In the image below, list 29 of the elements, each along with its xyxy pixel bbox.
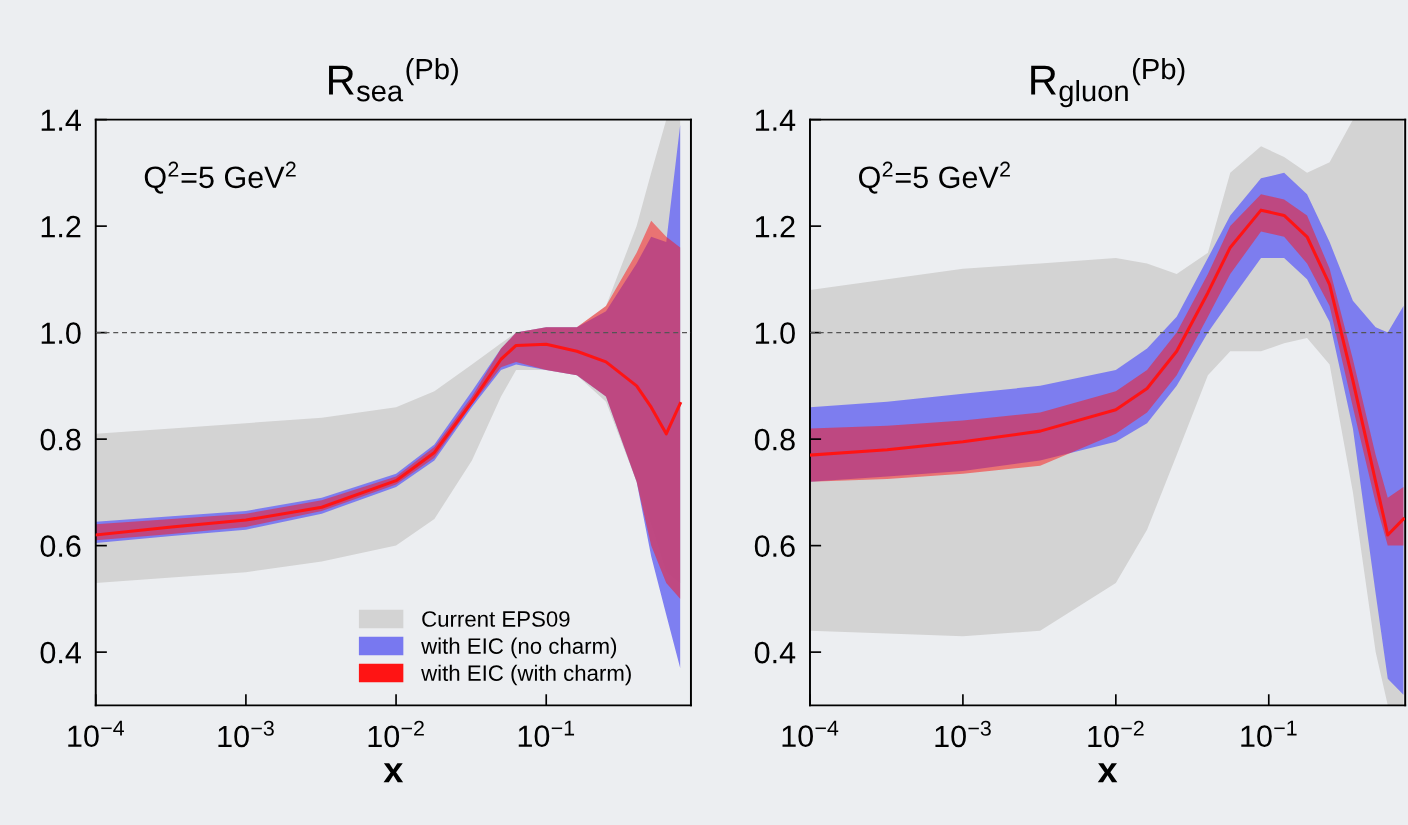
y-tick-label: 0.8 [754,428,795,451]
annotation: Q$^{2}$=5 GeV$^{2}$ [144,161,296,194]
y-tick-label: 0.4 [40,641,81,664]
y-tick-label: 1.4 [41,109,81,131]
x-tick-label: 10$^{−3}$ [935,720,991,748]
legend-label: with EIC (no charm) [421,637,617,659]
x-tick-label: 10$^{−2}$ [368,720,424,748]
y-tick-label: 0.4 [754,641,796,664]
legend-label: Current EPS09 [422,611,570,627]
y-tick-label: 0.8 [40,428,81,451]
y-tick-label: 0.6 [40,535,81,557]
y-tick-label: 1.0 [41,322,81,344]
x-tick-label: 10$^{−2}$ [1088,720,1144,748]
y-tick-label: 1.2 [755,215,795,238]
x-tick-label: 10$^{−4}$ [68,720,124,747]
chart-title: R$_{sea}$$^{(Pb)}$ [329,57,458,102]
y-tick-label: 1.2 [41,215,81,238]
x-tick-label: 10$^{−1}$ [1241,720,1297,747]
annotation: Q$^{2}$=5 GeV$^{2}$ [859,161,1010,194]
chart-title: R$_{gluon}$$^{(Pb)}$ [1031,57,1185,108]
y-tick-label: 1.4 [755,109,796,131]
x-axis-title: x [1097,763,1118,783]
y-tick-label: 0.6 [754,535,795,557]
y-tick-label: 1.0 [755,322,795,344]
legend-label: with EIC (with charm) [421,664,631,686]
x-tick-label: 10$^{−1}$ [518,720,575,747]
x-tick-label: 10$^{−4}$ [782,720,839,747]
x-tick-label: 10$^{−3}$ [218,720,274,748]
x-axis-title: x [383,763,404,783]
